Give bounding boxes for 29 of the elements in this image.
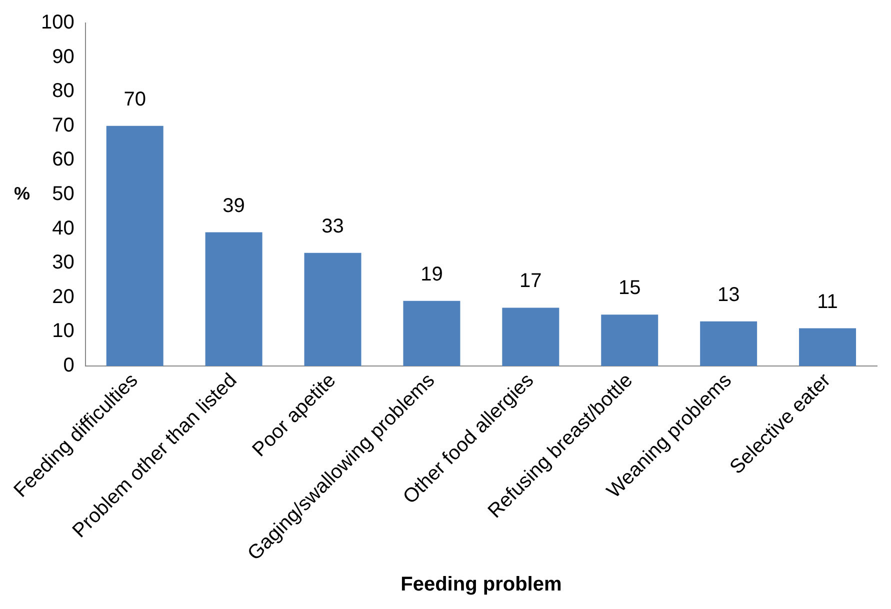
data-label: 17 <box>520 270 542 292</box>
y-tick-label: 20 <box>52 286 74 308</box>
y-tick-label: 100 <box>40 12 74 34</box>
bar <box>502 308 560 366</box>
x-axis-title: Feeding problem <box>400 574 562 596</box>
bar <box>304 252 362 366</box>
y-tick-label: 50 <box>52 183 74 206</box>
y-tick-label: 10 <box>52 320 74 342</box>
y-tick-label: 0 <box>63 354 74 377</box>
y-tick-label: 30 <box>52 252 74 274</box>
y-tick-label: 40 <box>52 217 74 240</box>
data-label: 33 <box>322 215 344 238</box>
bar <box>205 232 262 366</box>
bar <box>601 314 658 366</box>
data-label: 70 <box>124 88 146 110</box>
data-label: 11 <box>817 290 838 313</box>
y-tick-label: 60 <box>52 148 74 171</box>
y-axis-title: % <box>14 183 30 204</box>
bar <box>799 328 856 366</box>
y-tick-label: 90 <box>52 46 74 68</box>
y-tick-label: 80 <box>52 80 74 102</box>
bar <box>700 321 758 366</box>
data-label: 15 <box>618 277 641 300</box>
bar <box>106 126 164 366</box>
bar <box>403 300 460 366</box>
data-label: 13 <box>717 284 740 306</box>
y-tick-label: 70 <box>52 114 74 136</box>
data-label: 19 <box>420 263 443 286</box>
data-label: 39 <box>222 194 245 217</box>
